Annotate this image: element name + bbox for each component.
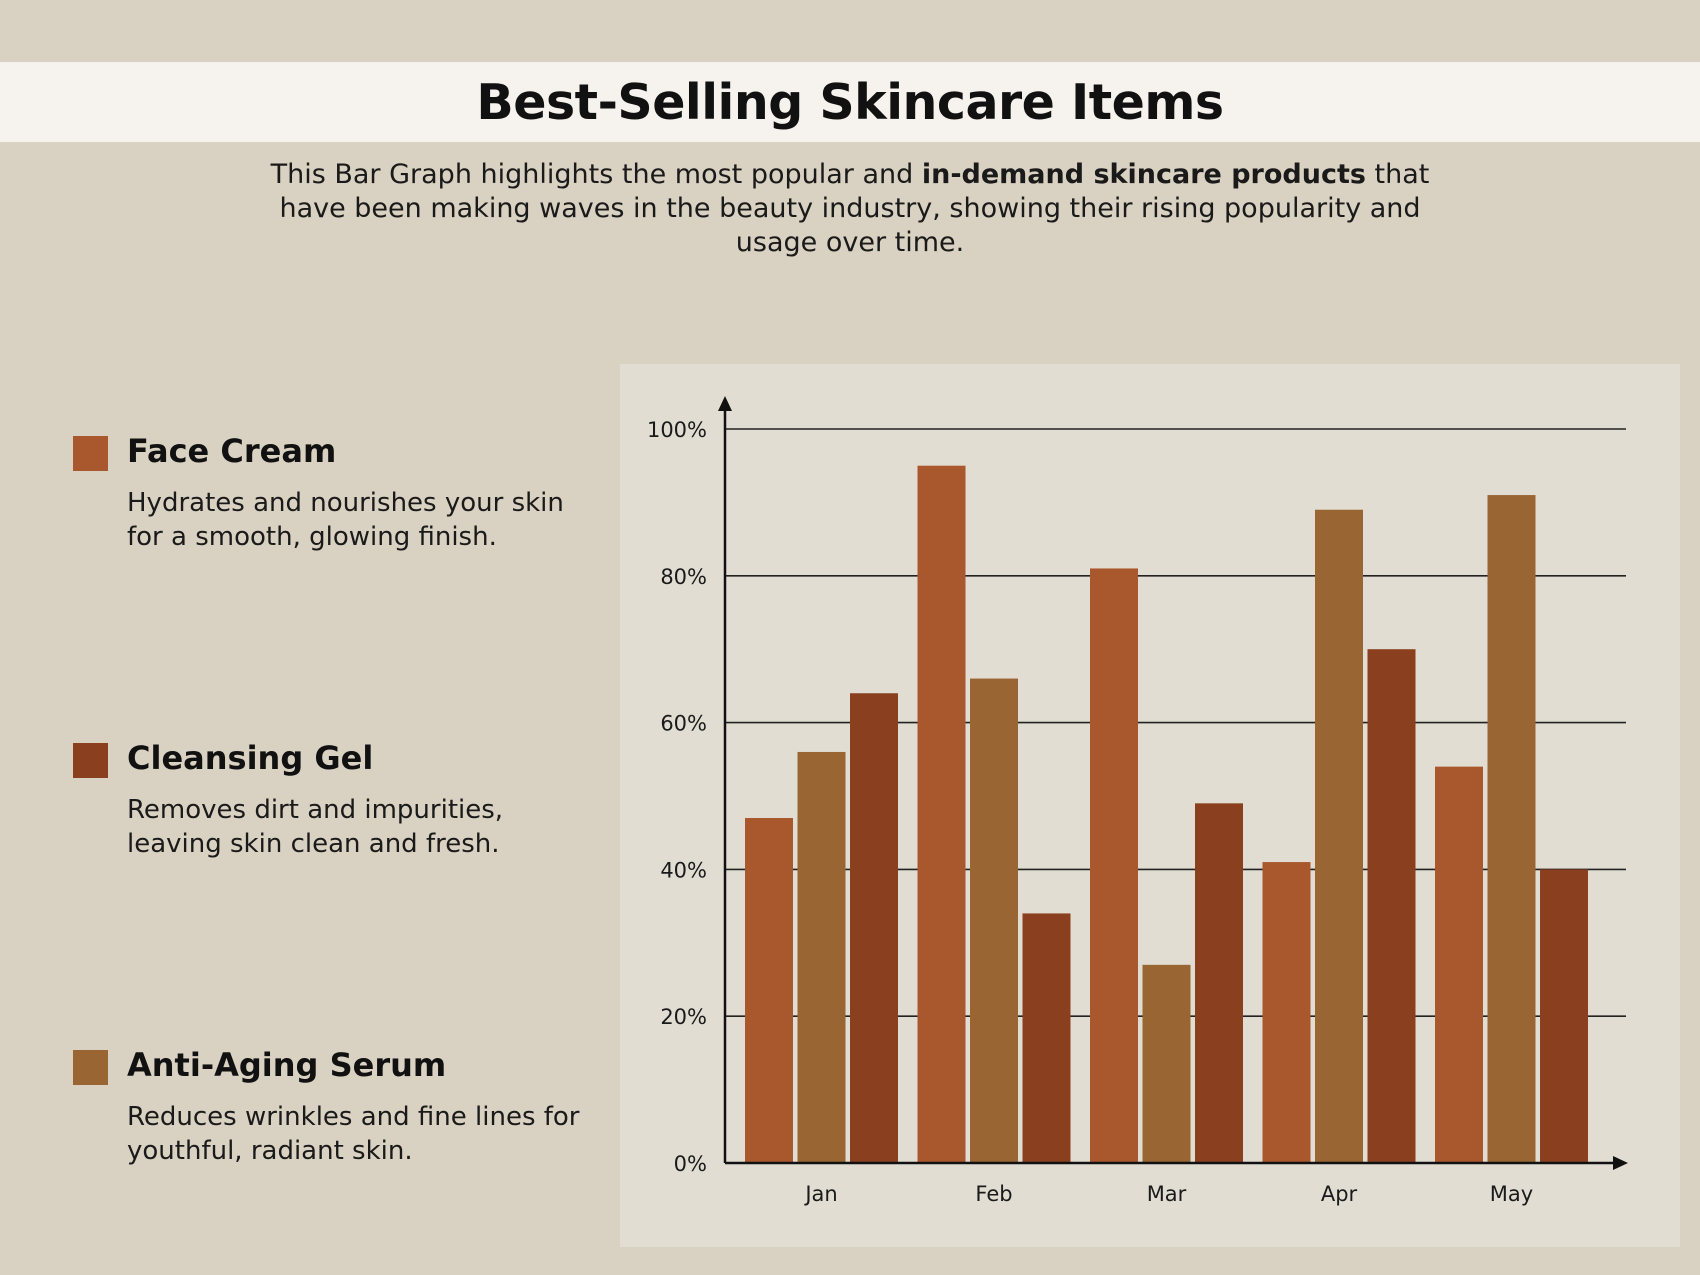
x-tick-label: Apr: [1321, 1182, 1358, 1206]
labels-layer: 0% 20% 40% 60% 80% 100% Jan Feb Mar Apr May: [647, 418, 1533, 1206]
subtitle-text-1: This Bar Graph highlights the most popul…: [270, 159, 922, 190]
y-tick-label: 40%: [660, 858, 707, 882]
chart-panel: 0% 20% 40% 60% 80% 100% Jan Feb Mar Apr May: [620, 364, 1680, 1247]
bar-anti-aging-serum-mar: [1142, 964, 1191, 1163]
bar-face-cream-jan: [745, 818, 793, 1163]
y-tick-label: 0%: [674, 1152, 707, 1176]
bar-cleansing-gel-mar: [1195, 803, 1243, 1163]
bar-cleansing-gel-jan: [850, 693, 898, 1163]
legend-swatch-anti-aging-serum: [73, 1050, 108, 1085]
x-axis-arrow-icon: [1613, 1156, 1628, 1170]
page-subtitle: This Bar Graph highlights the most popul…: [250, 158, 1450, 260]
legend-swatch-cleansing-gel: [73, 743, 108, 778]
bar-cleansing-gel-feb: [1022, 913, 1071, 1163]
bar-anti-aging-serum-jan: [797, 751, 846, 1163]
legend-swatch-face-cream: [73, 436, 108, 471]
bar-cleansing-gel-may: [1540, 869, 1588, 1163]
legend-name-face-cream: Face Cream: [127, 432, 337, 470]
bar-anti-aging-serum-feb: [970, 678, 1018, 1163]
y-tick-label: 100%: [647, 418, 707, 442]
bar-chart: 0% 20% 40% 60% 80% 100% Jan Feb Mar Apr May: [647, 396, 1628, 1206]
legend-description-anti-aging-serum: Reduces wrinkles and fine lines for yout…: [127, 1102, 580, 1166]
title-band: Best-Selling Skincare Items: [0, 62, 1700, 142]
bar-cleansing-gel-apr: [1367, 649, 1416, 1163]
y-axis-arrow-icon: [718, 396, 732, 411]
legend-description-face-cream: Hydrates and nourishes your skin for a s…: [127, 488, 564, 552]
bar-anti-aging-serum-apr: [1315, 509, 1363, 1163]
y-tick-label: 60%: [660, 712, 707, 736]
bar-face-cream-feb: [917, 465, 966, 1163]
x-tick-label: Feb: [975, 1182, 1012, 1206]
bars-layer: [745, 465, 1588, 1163]
legend-name-anti-aging-serum: Anti-Aging Serum: [127, 1046, 447, 1084]
legend-name-cleansing-gel: Cleansing Gel: [127, 739, 374, 777]
subtitle-bold-text: in-demand skincare products: [921, 159, 1366, 190]
bar-anti-aging-serum-may: [1487, 495, 1536, 1163]
y-tick-label: 80%: [660, 565, 707, 589]
legend-description-cleansing-gel: Removes dirt and impurities, leaving ski…: [127, 795, 504, 859]
y-tick-label: 20%: [660, 1005, 707, 1029]
bar-face-cream-apr: [1262, 862, 1311, 1163]
x-tick-label: Jan: [803, 1182, 837, 1206]
x-tick-label: Mar: [1147, 1182, 1187, 1206]
x-tick-label: May: [1490, 1182, 1533, 1206]
bar-face-cream-may: [1435, 766, 1483, 1163]
subtitle-text-2: that have been making waves in the beaut…: [279, 159, 1430, 258]
bar-face-cream-mar: [1090, 568, 1138, 1163]
page-title: Best-Selling Skincare Items: [476, 73, 1224, 131]
axes-layer: [718, 396, 1628, 1170]
